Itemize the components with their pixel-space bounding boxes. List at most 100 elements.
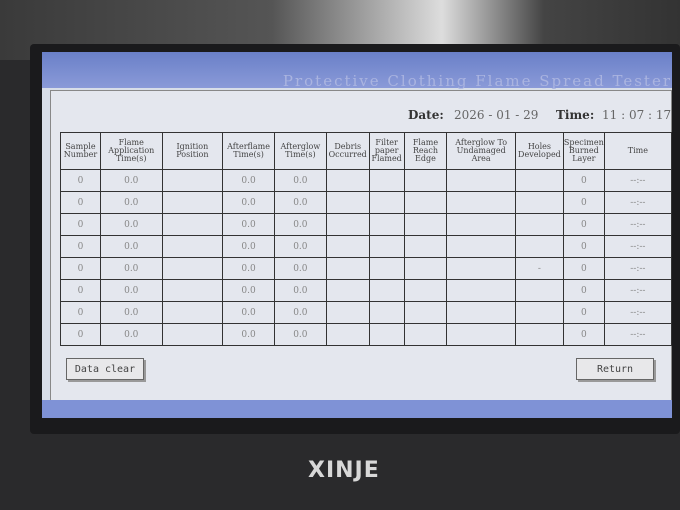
table-cell[interactable] — [446, 191, 516, 214]
table-cell[interactable]: 0.0 — [273, 169, 327, 192]
table-cell[interactable] — [325, 213, 370, 236]
table-cell[interactable]: 0 — [562, 301, 605, 324]
table-cell[interactable]: 0.0 — [99, 323, 163, 346]
table-cell[interactable] — [161, 213, 224, 236]
table-cell[interactable] — [403, 301, 448, 324]
table-cell[interactable]: 0 — [562, 191, 605, 214]
table-cell[interactable] — [161, 301, 224, 324]
table-cell[interactable] — [161, 191, 224, 214]
table-cell[interactable]: 0.0 — [273, 279, 327, 302]
table-cell[interactable] — [161, 257, 224, 280]
table-cell[interactable]: --:-- — [603, 169, 672, 192]
table-cell[interactable] — [446, 279, 516, 302]
table-cell[interactable]: 0 — [562, 257, 605, 280]
table-cell[interactable]: --:-- — [603, 213, 672, 236]
table-cell[interactable]: --:-- — [603, 301, 672, 324]
table-cell[interactable]: 0.0 — [222, 257, 275, 280]
table-cell[interactable] — [403, 169, 448, 192]
table-cell[interactable]: 0 — [562, 323, 605, 346]
table-cell[interactable]: --:-- — [603, 257, 672, 280]
table-cell[interactable] — [514, 235, 564, 258]
table-cell[interactable]: 0.0 — [273, 191, 327, 214]
table-cell[interactable] — [403, 257, 448, 280]
table-cell[interactable]: 0 — [60, 301, 101, 324]
table-cell[interactable]: 0.0 — [222, 191, 275, 214]
table-cell[interactable]: 0.0 — [99, 279, 163, 302]
table-cell[interactable]: 0.0 — [273, 213, 327, 236]
column-header: Flame Application Time(s) — [99, 132, 163, 170]
table-cell[interactable] — [446, 257, 516, 280]
table-cell[interactable] — [514, 213, 564, 236]
table-cell[interactable]: - — [514, 257, 564, 280]
table-cell[interactable]: 0 — [562, 213, 605, 236]
table-cell[interactable] — [368, 213, 405, 236]
table-cell[interactable]: 0.0 — [99, 169, 163, 192]
table-cell[interactable]: --:-- — [603, 191, 672, 214]
table-cell[interactable]: 0 — [60, 191, 101, 214]
table-cell[interactable]: 0 — [562, 169, 605, 192]
table-cell[interactable]: --:-- — [603, 235, 672, 258]
table-cell[interactable] — [325, 257, 370, 280]
table-cell[interactable] — [325, 279, 370, 302]
table-cell[interactable]: 0.0 — [222, 235, 275, 258]
table-cell[interactable]: 0.0 — [99, 235, 163, 258]
table-cell[interactable]: 0.0 — [273, 235, 327, 258]
table-cell[interactable]: 0.0 — [99, 191, 163, 214]
table-cell[interactable]: 0.0 — [222, 169, 275, 192]
table-cell[interactable] — [403, 213, 448, 236]
table-cell[interactable] — [514, 279, 564, 302]
table-cell[interactable]: 0.0 — [99, 257, 163, 280]
table-cell[interactable] — [514, 323, 564, 346]
table-cell[interactable] — [403, 191, 448, 214]
table-cell[interactable]: 0 — [60, 235, 101, 258]
data-clear-button[interactable]: Data clear — [66, 358, 144, 380]
table-cell[interactable] — [368, 169, 405, 192]
table-cell[interactable] — [325, 235, 370, 258]
table-cell[interactable] — [403, 235, 448, 258]
table-cell[interactable]: 0.0 — [222, 301, 275, 324]
table-cell[interactable]: 0.0 — [222, 213, 275, 236]
table-cell[interactable] — [325, 191, 370, 214]
table-cell[interactable] — [446, 235, 516, 258]
table-cell[interactable] — [403, 279, 448, 302]
table-cell[interactable] — [368, 235, 405, 258]
table-cell[interactable]: 0 — [562, 235, 605, 258]
table-cell[interactable]: --:-- — [603, 323, 672, 346]
table-cell[interactable] — [368, 323, 405, 346]
table-cell[interactable] — [446, 323, 516, 346]
return-button[interactable]: Return — [576, 358, 654, 380]
table-cell[interactable] — [446, 169, 516, 192]
table-cell[interactable] — [161, 235, 224, 258]
table-cell[interactable]: 0 — [60, 213, 101, 236]
table-cell[interactable]: 0 — [60, 169, 101, 192]
table-cell[interactable]: 0 — [60, 323, 101, 346]
table-cell[interactable]: 0.0 — [273, 301, 327, 324]
table-cell[interactable] — [514, 191, 564, 214]
table-cell[interactable]: 0.0 — [222, 323, 275, 346]
table-cell[interactable] — [325, 301, 370, 324]
table-cell[interactable]: 0.0 — [273, 257, 327, 280]
table-cell[interactable] — [368, 279, 405, 302]
table-cell[interactable] — [161, 323, 224, 346]
table-cell[interactable] — [368, 191, 405, 214]
table-cell[interactable] — [514, 169, 564, 192]
table-cell[interactable]: 0.0 — [99, 213, 163, 236]
table-cell[interactable] — [368, 301, 405, 324]
table-cell[interactable]: 0 — [60, 279, 101, 302]
table-cell[interactable] — [403, 323, 448, 346]
table-cell[interactable] — [446, 301, 516, 324]
table-cell[interactable] — [514, 301, 564, 324]
table-cell[interactable] — [161, 279, 224, 302]
table-cell[interactable] — [325, 169, 370, 192]
table-cell[interactable]: 0.0 — [99, 301, 163, 324]
table-cell[interactable]: 0.0 — [273, 323, 327, 346]
table-cell[interactable]: --:-- — [603, 279, 672, 302]
table-cell[interactable] — [446, 213, 516, 236]
table-cell[interactable]: 0 — [562, 279, 605, 302]
column-header: Afterglow To Undamaged Area — [446, 132, 516, 170]
table-cell[interactable] — [368, 257, 405, 280]
table-cell[interactable]: 0.0 — [222, 279, 275, 302]
table-cell[interactable]: 0 — [60, 257, 101, 280]
table-cell[interactable] — [325, 323, 370, 346]
table-cell[interactable] — [161, 169, 224, 192]
